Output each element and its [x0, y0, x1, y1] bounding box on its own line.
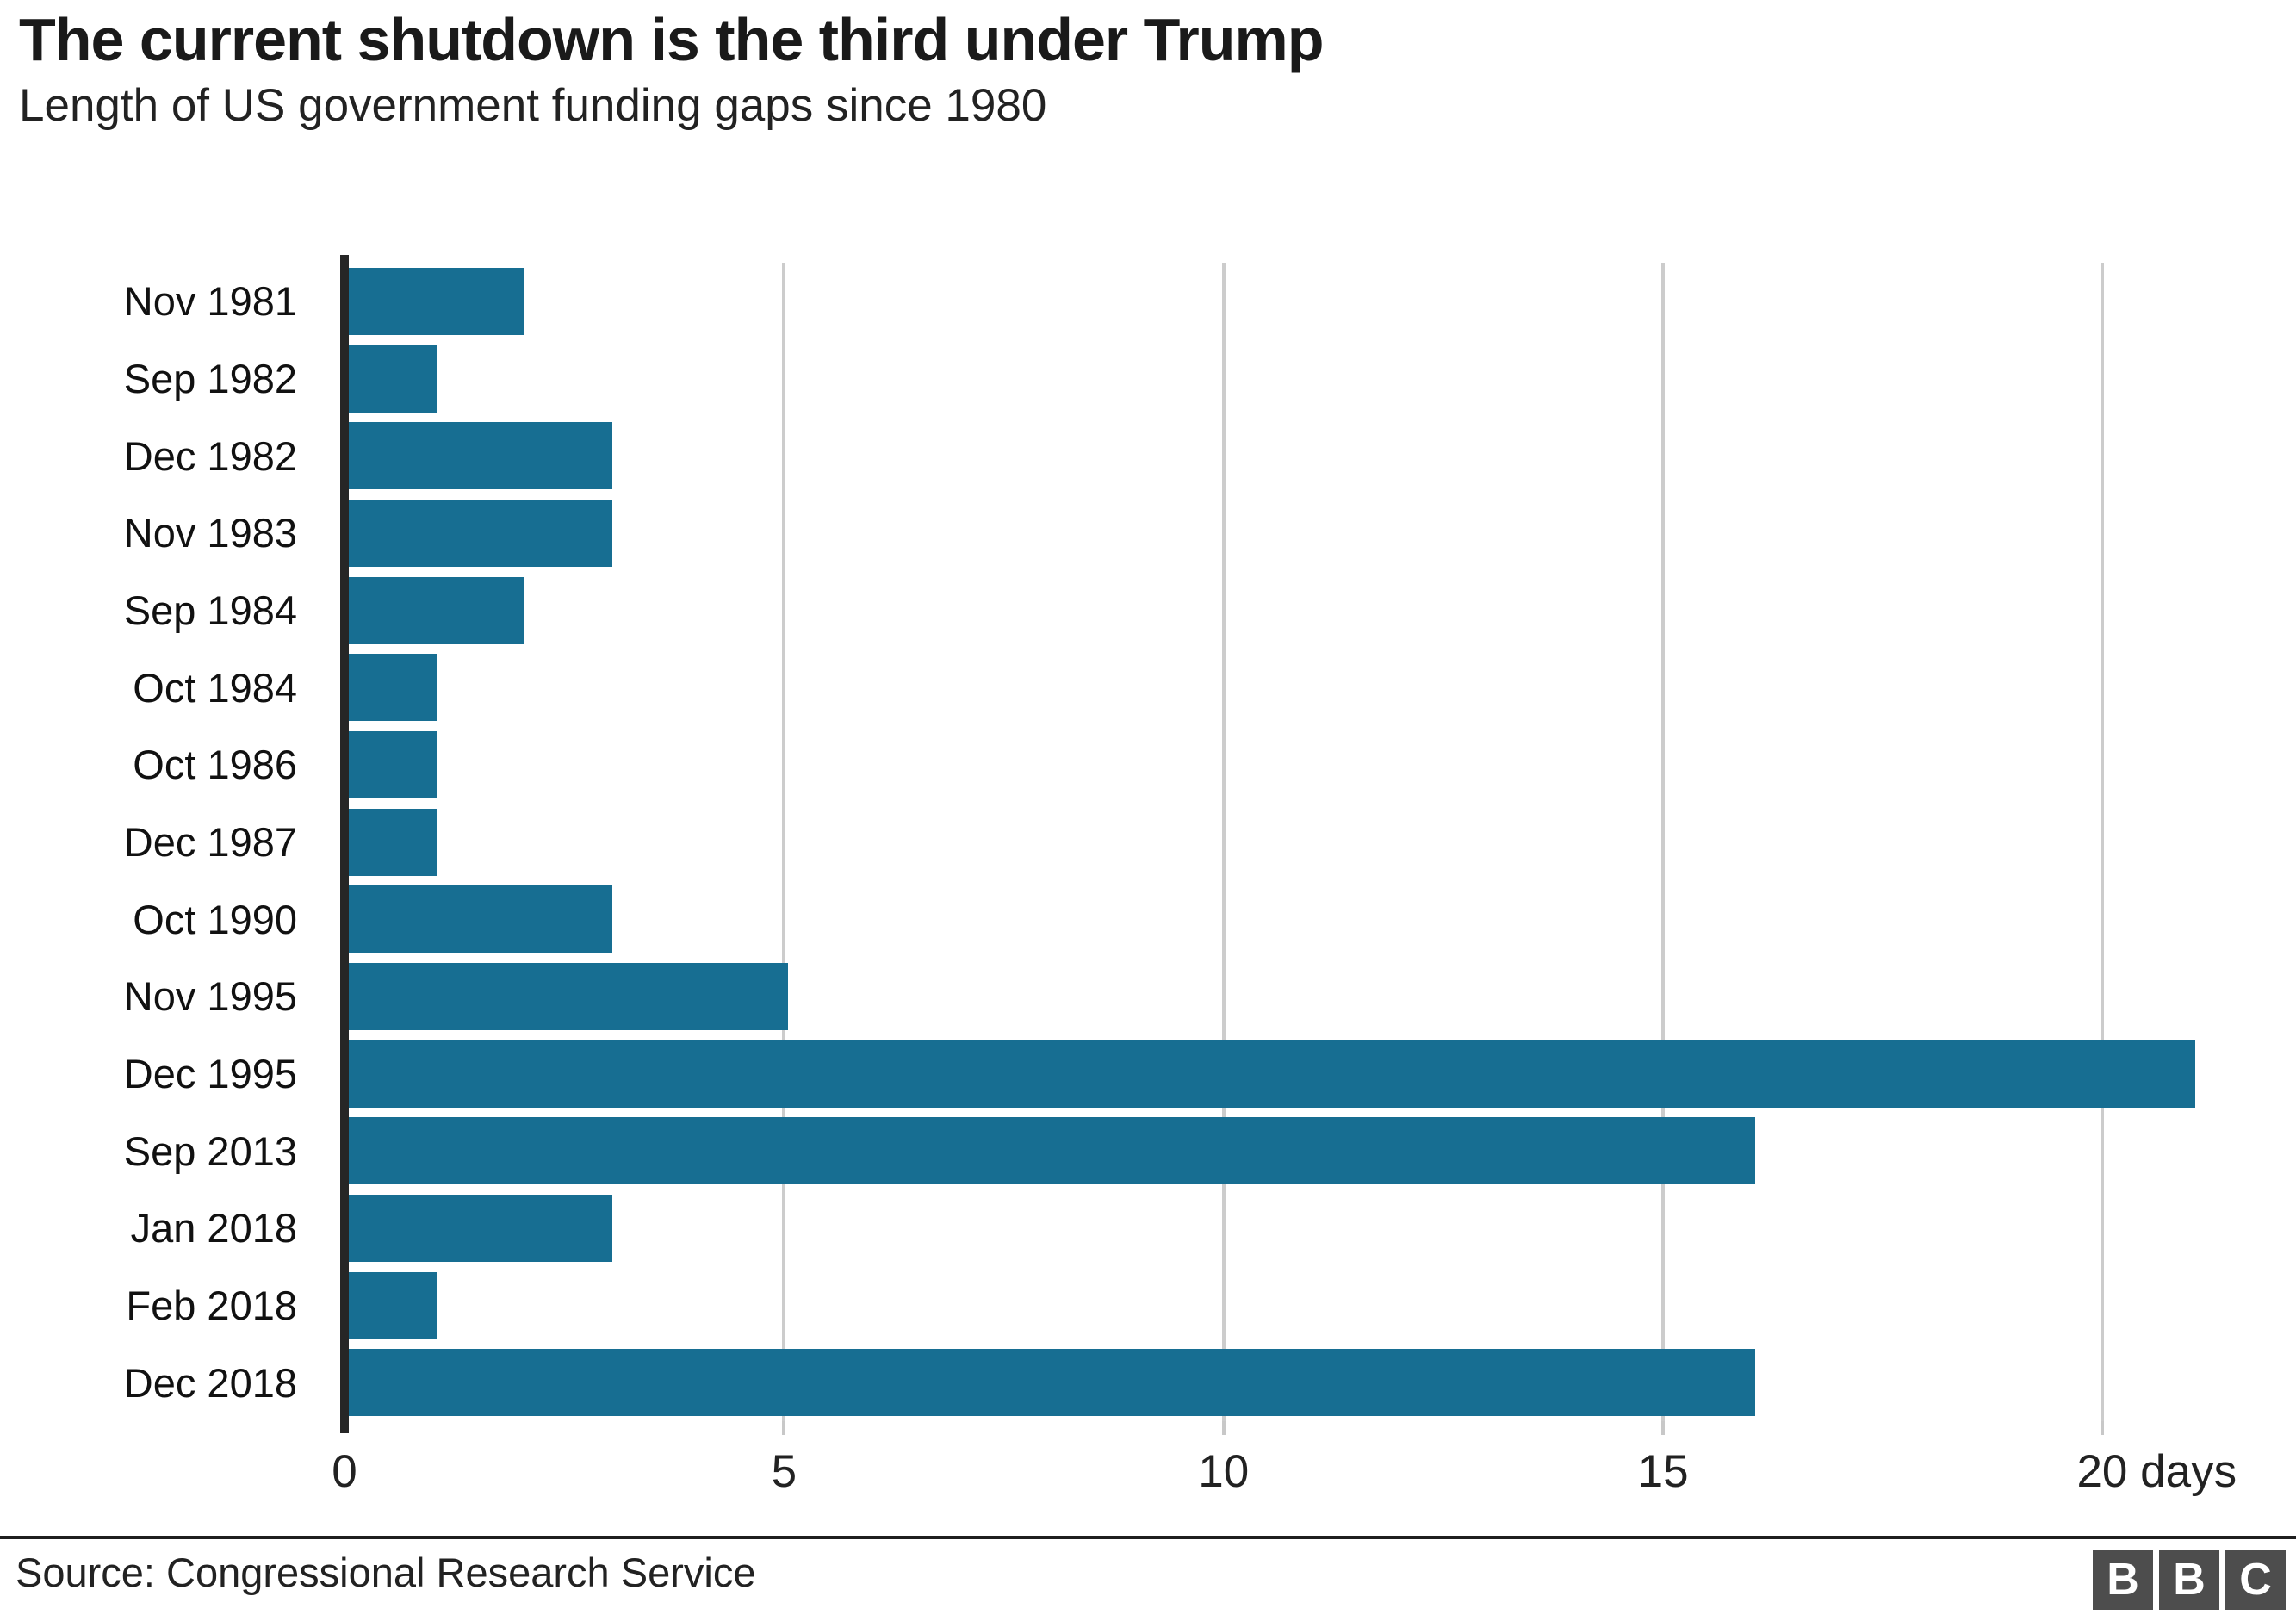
- bar-oct-1990: [349, 885, 613, 953]
- bar-row: Feb 2018: [0, 1267, 2296, 1345]
- gridline-20: [2101, 263, 2105, 1421]
- gridline-10: [1221, 263, 1226, 1421]
- category-label: Dec 1987: [123, 819, 297, 866]
- bbc-logo-letter: C: [2225, 1550, 2286, 1610]
- bar-dec-2018: [349, 1349, 1756, 1417]
- bbc-logo-letter: B: [2093, 1550, 2153, 1610]
- bar-row: Sep 2013: [0, 1112, 2296, 1190]
- bar-row: Oct 1990: [0, 880, 2296, 958]
- x-tick-label-5: 5: [771, 1446, 797, 1497]
- bar-feb-2018: [349, 1271, 437, 1339]
- plot-area: Nov 1981 Sep 1982 Dec 1982 Nov 1983 Sep 1984…: [0, 255, 2296, 1433]
- category-label: Sep 1984: [123, 587, 297, 634]
- category-label: Nov 1981: [123, 278, 297, 325]
- category-label: Sep 2013: [123, 1127, 297, 1174]
- x-tick-mark-5: [782, 1421, 786, 1435]
- bar-row: Nov 1995: [0, 958, 2296, 1035]
- bar-row: Dec 2018: [0, 1344, 2296, 1421]
- bar-sep-2013: [349, 1117, 1756, 1185]
- gridline-15: [1661, 263, 1666, 1421]
- bar-row: Sep 1984: [0, 572, 2296, 649]
- bar-row: Sep 1982: [0, 340, 2296, 418]
- bar-sep-1982: [349, 345, 437, 413]
- category-label: Oct 1986: [133, 742, 297, 788]
- category-label: Oct 1984: [133, 664, 297, 711]
- bar-rows-container: Nov 1981 Sep 1982 Dec 1982 Nov 1983 Sep 1984…: [0, 263, 2296, 1421]
- bar-row: Dec 1987: [0, 804, 2296, 881]
- category-label: Feb 2018: [126, 1283, 297, 1329]
- category-label: Dec 1982: [123, 432, 297, 479]
- bar-row: Dec 1995: [0, 1035, 2296, 1113]
- bar-row: Jan 2018: [0, 1190, 2296, 1267]
- y-axis-line: [340, 255, 349, 1433]
- chart-subtitle: Length of US government funding gaps sin…: [19, 80, 1047, 131]
- bar-nov-1983: [349, 499, 613, 567]
- category-label: Nov 1983: [123, 510, 297, 556]
- x-tick-mark-15: [1661, 1421, 1666, 1435]
- x-tick-mark-10: [1221, 1421, 1226, 1435]
- gridline-5: [782, 263, 786, 1421]
- category-label: Sep 1982: [123, 356, 297, 401]
- x-tick-label-20: 20 days: [2076, 1446, 2237, 1497]
- category-label: Dec 1995: [123, 1051, 297, 1097]
- category-label: Nov 1995: [123, 973, 297, 1020]
- bar-row: Oct 1986: [0, 726, 2296, 804]
- bar-oct-1984: [349, 654, 437, 722]
- bar-dec-1982: [349, 422, 613, 490]
- bar-nov-1981: [349, 267, 525, 335]
- x-tick-label-0: 0: [332, 1446, 357, 1497]
- x-tick-label-10: 10: [1198, 1446, 1250, 1497]
- bar-oct-1986: [349, 730, 437, 798]
- bar-nov-1995: [349, 962, 789, 1030]
- bar-dec-1995: [349, 1040, 2195, 1108]
- bar-row: Nov 1983: [0, 494, 2296, 572]
- x-tick-mark-20: [2101, 1421, 2105, 1435]
- bar-row: Oct 1984: [0, 649, 2296, 726]
- bar-jan-2018: [349, 1194, 613, 1262]
- bar-dec-1987: [349, 808, 437, 876]
- source-credit: Source: Congressional Research Service: [16, 1550, 756, 1595]
- category-label: Jan 2018: [130, 1205, 297, 1252]
- bar-row: Nov 1981: [0, 263, 2296, 340]
- category-label: Oct 1990: [133, 896, 297, 942]
- footer-divider: [0, 1536, 2296, 1539]
- chart-title: The current shutdown is the third under …: [19, 6, 1324, 73]
- category-label: Dec 2018: [123, 1359, 297, 1406]
- bar-row: Dec 1982: [0, 417, 2296, 494]
- bar-sep-1984: [349, 576, 525, 644]
- x-tick-label-15: 15: [1637, 1446, 1689, 1497]
- bbc-logo-letter: B: [2159, 1550, 2219, 1610]
